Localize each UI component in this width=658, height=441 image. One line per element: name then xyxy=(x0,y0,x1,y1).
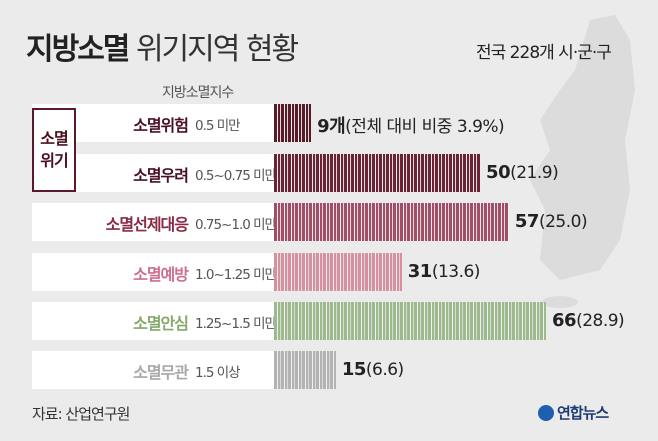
korea-map-silhouette xyxy=(530,15,635,308)
row-3: 소멸예방 1.0~1.25 미만 xyxy=(32,253,277,291)
range-label: 1.0~1.25 미만 xyxy=(195,267,277,283)
logo-icon xyxy=(538,405,554,421)
value-share: (전체 대비 비중 3.9%) xyxy=(345,117,505,137)
range-label: 0.5 미만 xyxy=(195,118,241,134)
value-share: (21.9) xyxy=(510,163,559,183)
yonhap-logo: 연합뉴스 xyxy=(538,402,609,423)
value-label: 57(25.0) xyxy=(514,211,588,232)
range-label: 0.5~0.75 미만 xyxy=(195,168,277,184)
title-light: 위기지역 현황 xyxy=(135,32,299,67)
value-label: 15(6.6) xyxy=(342,359,404,380)
category-label: 소멸선제대응 xyxy=(105,215,189,234)
value-share: (25.0) xyxy=(538,212,588,232)
subtitle: 전국 228개 시·군·구 xyxy=(476,43,612,63)
value-label: 50(21.9) xyxy=(486,162,559,183)
group-label-line2: 위기 xyxy=(40,151,68,170)
range-label: 0.75~1.0 미만 xyxy=(195,217,277,233)
category-label: 소멸무관 xyxy=(133,363,189,382)
range-label: 1.5 이상 xyxy=(195,365,241,381)
bar xyxy=(274,351,336,389)
title-bold: 지방소멸 xyxy=(26,32,130,67)
category-label: 소멸예방 xyxy=(133,265,189,284)
row-4: 소멸안심 1.25~1.5 미만 xyxy=(32,302,277,340)
value-share: (6.6) xyxy=(365,360,404,380)
bar xyxy=(274,154,481,192)
value-count: 66 xyxy=(552,310,577,331)
value-count: 50 xyxy=(486,162,511,183)
range-label: 1.25~1.5 미만 xyxy=(195,316,277,332)
bar xyxy=(274,203,509,241)
bar xyxy=(274,302,546,340)
column-header: 지방소멸지수 xyxy=(162,85,234,101)
bar xyxy=(274,104,312,142)
row-2: 소멸선제대응 0.75~1.0 미만 xyxy=(32,203,277,241)
category-label: 소멸안심 xyxy=(133,314,189,333)
value-label: 31(13.6) xyxy=(407,261,481,282)
group-label-line1: 소멸 xyxy=(40,129,68,148)
page-title: 지방소멸 위기지역 현황 xyxy=(26,24,299,68)
value-label: 66(28.9) xyxy=(552,310,625,331)
logo-text: 연합뉴스 xyxy=(557,404,609,422)
value-share: (28.9) xyxy=(576,311,625,331)
value-count: 15 xyxy=(341,359,367,380)
category-label: 소멸우려 xyxy=(133,166,189,185)
value-count: 9개 xyxy=(317,116,346,137)
value-count: 31 xyxy=(407,261,433,282)
row-5: 소멸무관 1.5 이상 xyxy=(32,351,274,389)
bar xyxy=(274,253,402,291)
category-label: 소멸위험 xyxy=(133,116,189,135)
value-share: (13.6) xyxy=(431,262,481,282)
value-count: 57 xyxy=(514,211,540,232)
source-note: 자료: 산업연구원 xyxy=(32,405,130,423)
value-label: 9개(전체 대비 비중 3.9%) xyxy=(317,112,505,138)
